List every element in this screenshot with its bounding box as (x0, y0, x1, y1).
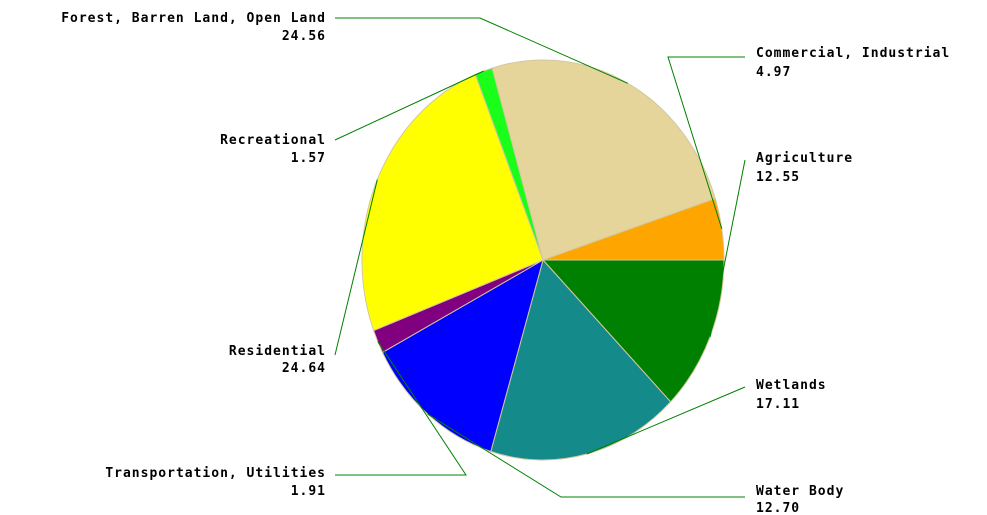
slice-label-wetlands: Wetlands (756, 378, 827, 393)
slice-value-wetlands: 17.11 (756, 397, 800, 412)
slice-value-agriculture: 12.55 (756, 170, 800, 185)
pie-slice-agriculture (541, 259, 725, 403)
leader-line-transportation (335, 341, 467, 476)
pie-slice-water-body (381, 258, 544, 453)
slice-label-residential: Residential (229, 344, 326, 359)
pie-slices (361, 59, 725, 461)
slice-label-water-body: Water Body (756, 484, 844, 499)
pie-slice-wetlands (490, 258, 672, 461)
leader-line-residential (334, 179, 378, 356)
leader-line-agriculture (709, 159, 746, 337)
slice-value-recreational: 1.57 (291, 151, 326, 166)
slice-label-agriculture: Agriculture (756, 151, 853, 166)
slice-label-forest: Forest, Barren Land, Open Land (61, 11, 326, 26)
leader-line-forest (335, 17, 628, 84)
pie-slice-commercial (542, 197, 725, 261)
leader-line-commercial (667, 56, 745, 230)
slice-label-transportation: Transportation, Utilities (105, 466, 326, 481)
slice-value-transportation: 1.91 (291, 484, 326, 499)
slice-value-residential: 24.64 (282, 361, 326, 376)
leader-line-recreational (334, 70, 484, 141)
leader-line-water-body (427, 413, 745, 498)
slice-value-forest: 24.56 (282, 29, 326, 44)
slice-label-recreational: Recreational (220, 133, 326, 148)
slice-value-water-body: 12.70 (756, 501, 800, 515)
leader-line-wetlands (586, 386, 746, 455)
leader-lines (334, 17, 746, 498)
slice-value-commercial: 4.97 (756, 65, 791, 80)
slice-label-commercial: Commercial, Industrial (756, 46, 950, 61)
